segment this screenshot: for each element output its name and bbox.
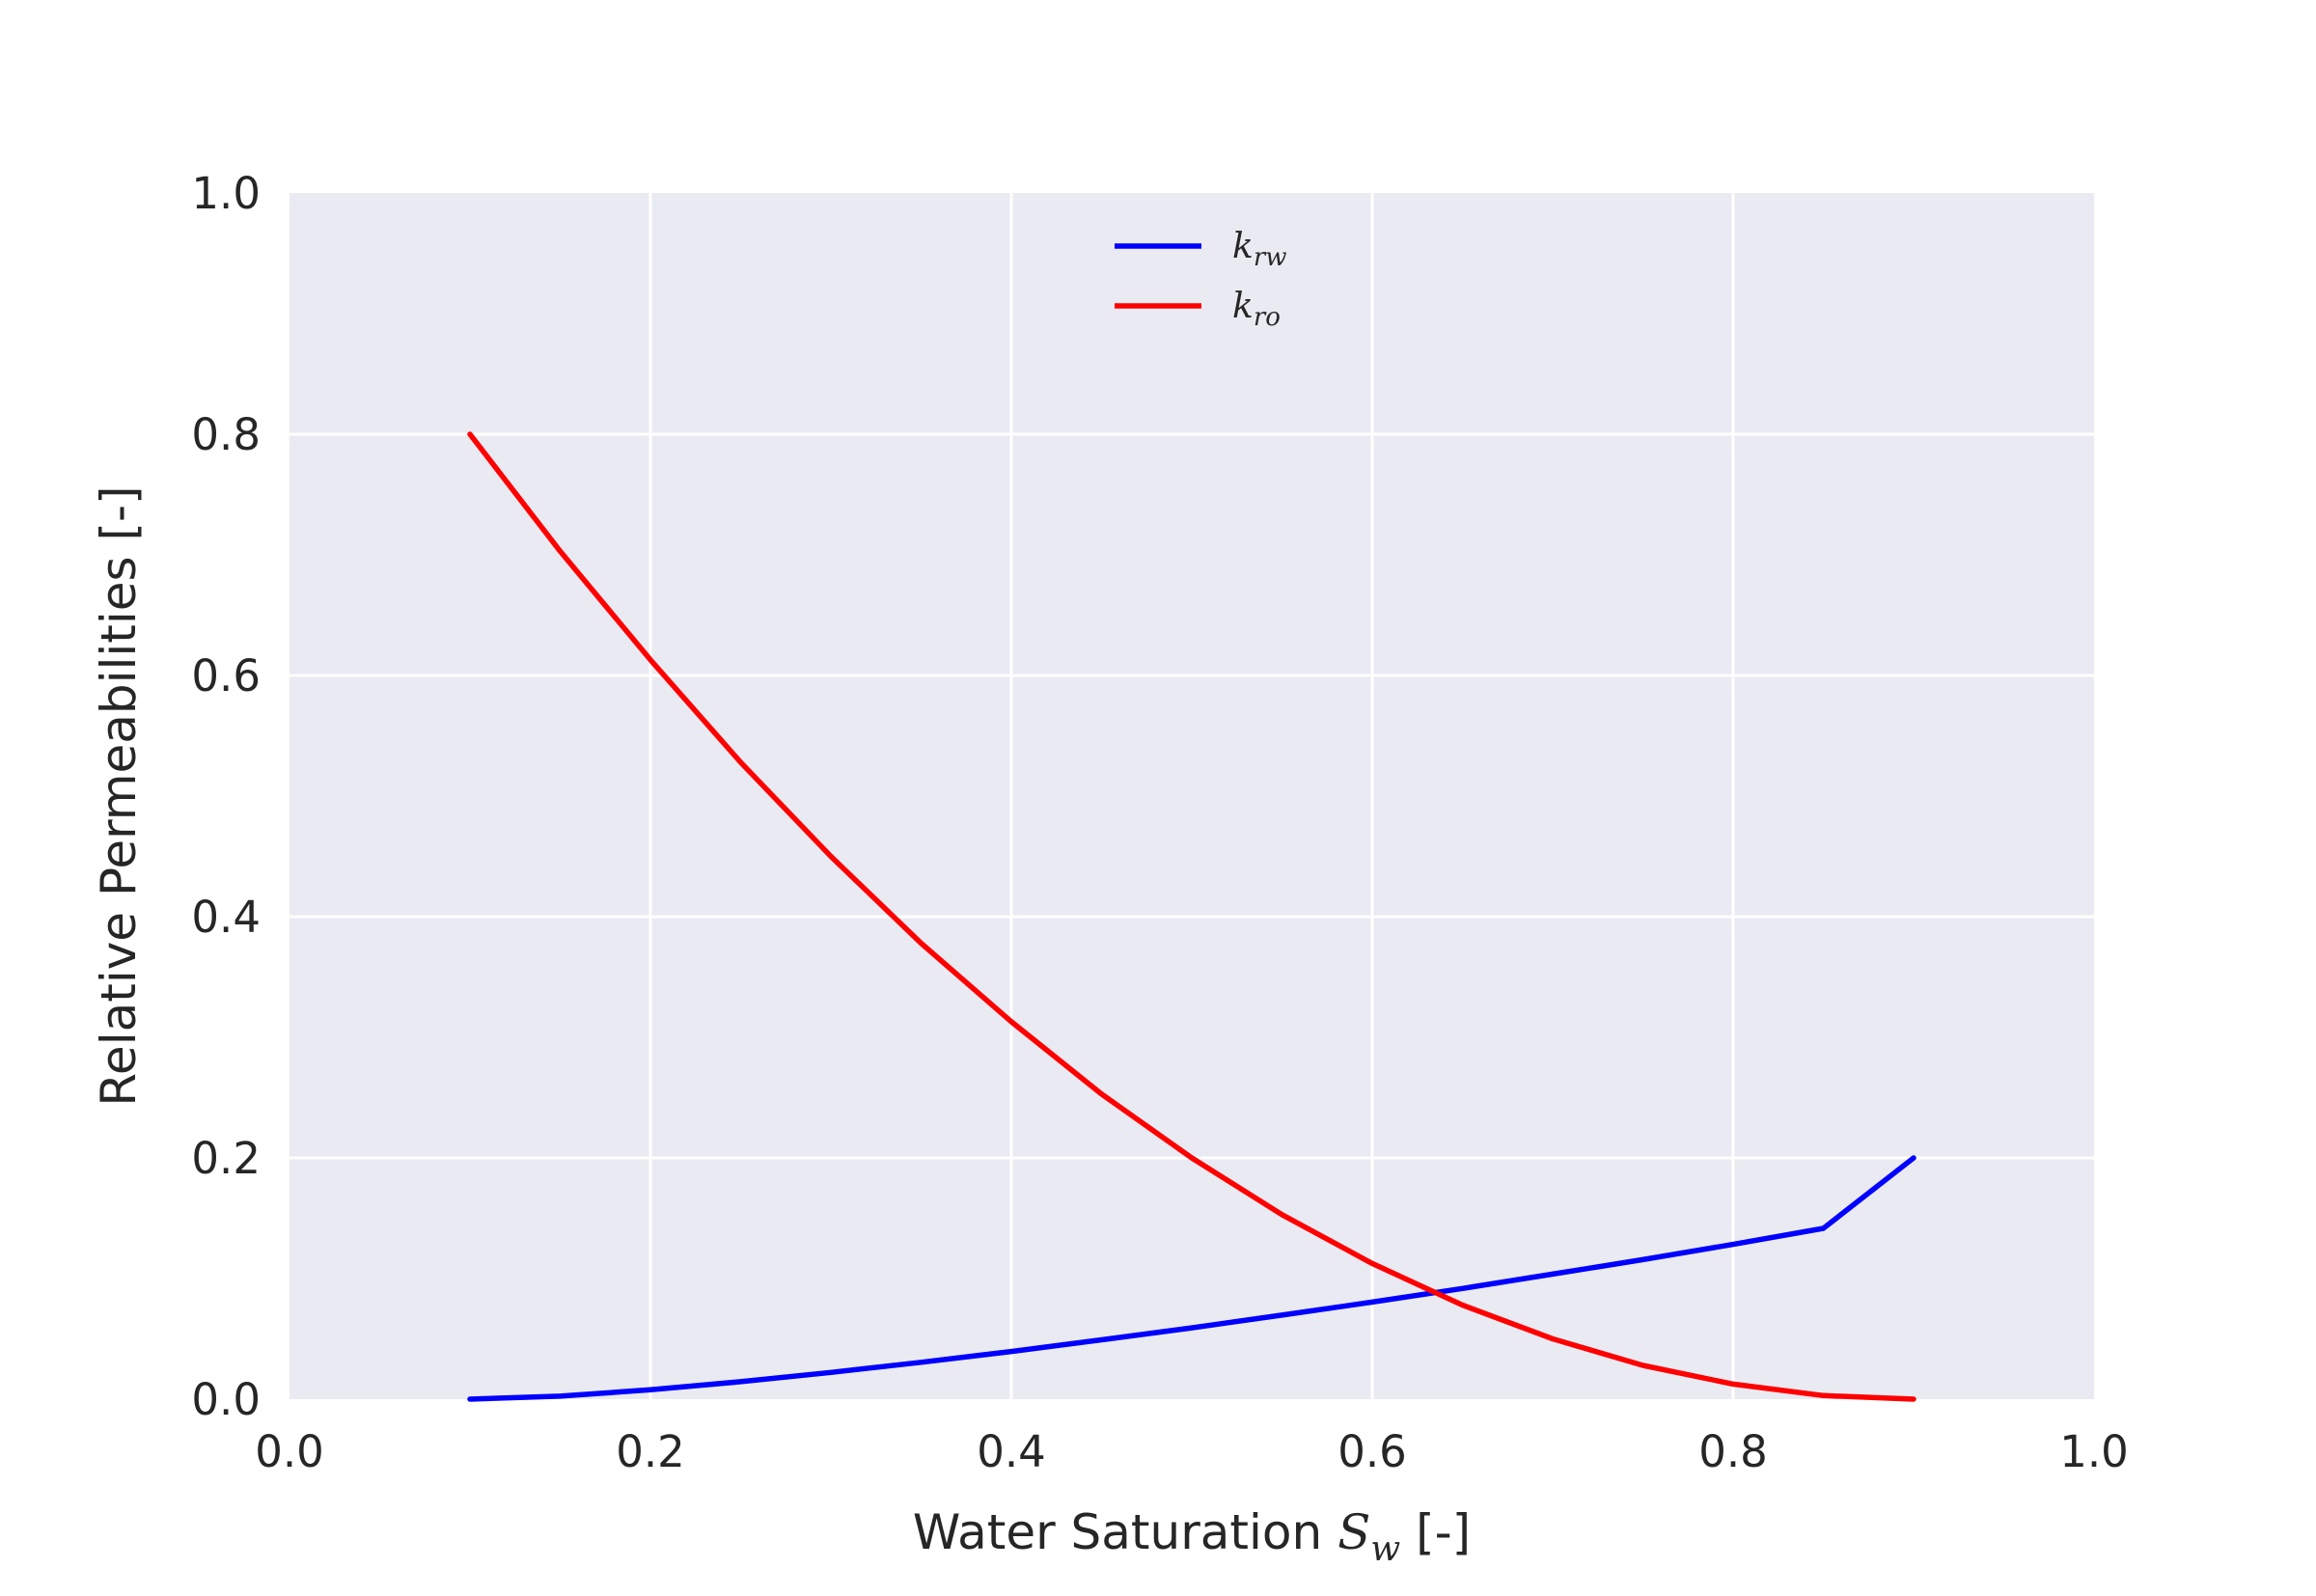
legend-label-k-rw: krw [1232, 227, 1287, 272]
y-tick-label: 0.0 [191, 1374, 261, 1425]
series-line-k-ro [467, 431, 1916, 1402]
y-tick-label: 0.4 [191, 892, 261, 943]
x-axis-label-suffix: [-] [1400, 1504, 1471, 1560]
x-tick-label: 0.6 [1337, 1426, 1407, 1477]
y-tick-label: 0.6 [191, 650, 261, 702]
series-line-k-rw [467, 1155, 1916, 1402]
y-tick-label: 0.2 [191, 1133, 261, 1184]
y-axis-label: Relative Permeabilities [-] [91, 485, 147, 1106]
x-tick-label: 0.0 [255, 1426, 324, 1477]
x-tick-label: 0.2 [616, 1426, 685, 1477]
x-tick-label: 0.4 [977, 1426, 1046, 1477]
tick-labels: 0.0 0.2 0.4 0.6 0.8 1.0 0.0 0.2 0.4 0.6 0.8 1.0 [191, 168, 2128, 1477]
legend-label-k-ro: kro [1232, 287, 1281, 332]
legend: krw kro [1115, 227, 1287, 332]
x-axis-label-symbol: S [1337, 1504, 1370, 1560]
x-tick-label: 1.0 [2059, 1426, 2129, 1477]
x-axis-label: Water Saturation Sw [-] [913, 1504, 1471, 1569]
x-axis-label-subscript: w [1370, 1529, 1400, 1569]
series-lines [467, 431, 1916, 1402]
x-axis-label-prefix: Water Saturation [913, 1504, 1337, 1560]
plot-background [290, 193, 2094, 1399]
x-tick-label: 0.8 [1698, 1426, 1768, 1477]
y-tick-label: 1.0 [191, 168, 261, 219]
y-tick-label: 0.8 [191, 409, 261, 460]
